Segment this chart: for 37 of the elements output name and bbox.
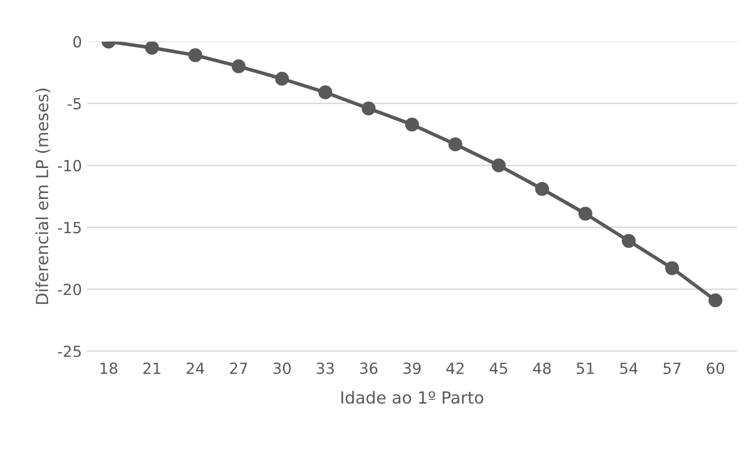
y-tick-label: -25 xyxy=(58,346,81,358)
x-tick-label: 48 xyxy=(533,362,551,374)
x-tick-label: 33 xyxy=(316,362,334,374)
point xyxy=(665,261,680,276)
point xyxy=(145,42,159,55)
x-tick-label: 24 xyxy=(186,362,204,374)
point xyxy=(448,137,462,152)
x-tick-label: 57 xyxy=(664,362,680,374)
point xyxy=(708,293,722,308)
x-tick-label: 42 xyxy=(446,362,464,374)
point xyxy=(405,118,419,132)
x-tick-label: 60 xyxy=(706,362,724,374)
y-tick-label: -20 xyxy=(58,284,82,296)
y-tick-label: 0 xyxy=(73,36,82,48)
x-tick-label: 45 xyxy=(490,362,508,374)
x-axis-title: Idade ao 1º Parto xyxy=(341,390,484,404)
x-tick-label: 18 xyxy=(100,362,118,374)
x-tick-label: 51 xyxy=(576,362,594,374)
point xyxy=(232,59,246,74)
x-tick-label: 39 xyxy=(403,362,421,374)
x-tick-label: 54 xyxy=(620,362,638,374)
point xyxy=(275,72,289,86)
point xyxy=(622,234,636,248)
point xyxy=(578,206,592,221)
y-tick-label: -10 xyxy=(58,160,82,172)
y-tick-label: -5 xyxy=(68,98,81,110)
y-tick-label: -15 xyxy=(58,222,81,234)
point xyxy=(535,182,549,196)
point xyxy=(492,158,506,172)
y-axis-title: Diferencial em LP (meses) xyxy=(35,88,50,304)
x-tick-label: 36 xyxy=(360,362,378,374)
x-tick-label: 30 xyxy=(273,362,291,374)
point xyxy=(318,85,332,100)
x-tick-label: 21 xyxy=(143,362,160,374)
point xyxy=(362,101,376,116)
point xyxy=(188,48,202,62)
x-tick-label: 27 xyxy=(230,362,248,374)
